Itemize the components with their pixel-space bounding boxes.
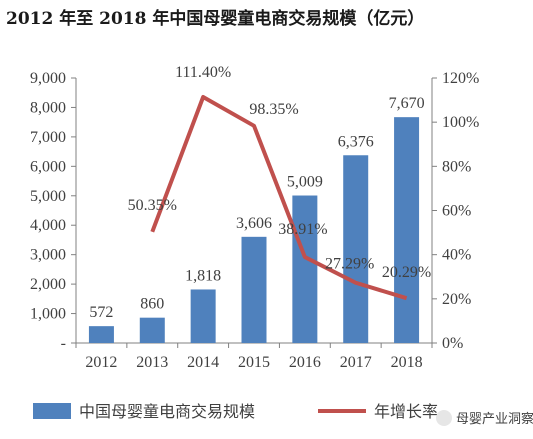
- growth-line: [150, 94, 408, 301]
- left-axis-tick-label: -: [61, 335, 66, 352]
- legend: 中国母婴童电商交易规模 年增长率: [33, 402, 438, 421]
- bar-value-label: 1,818: [185, 267, 221, 284]
- x-axis-tick-label: 2012: [85, 354, 117, 371]
- bar-series: [88, 117, 420, 344]
- right-axis-tick-label: 80%: [442, 158, 471, 175]
- bar: [241, 236, 267, 343]
- right-axis-tick-label: 100%: [442, 114, 479, 131]
- left-axis-tick-label: 2,000: [30, 276, 66, 293]
- left-axis-tick-label: 9,000: [30, 70, 66, 87]
- bar-value-label: 3,606: [236, 215, 272, 232]
- right-axis-tick-label: 20%: [442, 291, 471, 308]
- watermark: 母婴产业洞察: [436, 410, 533, 426]
- data-labels: 572 860 1,818 3,606 5,009 6,376 7,670 50.35% 111…: [89, 64, 431, 321]
- line-value-label: 50.35%: [128, 197, 177, 214]
- right-axis-tick-label: 60%: [442, 203, 471, 220]
- bar: [139, 317, 165, 343]
- bar-value-label: 5,009: [287, 174, 323, 191]
- bar: [190, 289, 216, 343]
- line-value-label: 111.40%: [175, 64, 231, 81]
- x-axis-tick-label: 2018: [391, 354, 423, 371]
- bar-value-label: 572: [89, 304, 113, 321]
- chart-title: 2012 年至 2018 年中国母婴童电商交易规模（亿元）: [6, 9, 425, 29]
- bar-value-label: 6,376: [338, 133, 374, 150]
- bar: [343, 155, 369, 343]
- x-axis-tick-label: 2016: [289, 354, 321, 371]
- left-axis-tick-label: 3,000: [30, 247, 66, 264]
- line-value-label: 27.29%: [325, 256, 374, 273]
- x-axis-tick-label: 2013: [136, 354, 168, 371]
- right-axis-tick-label: 120%: [442, 70, 479, 87]
- bar: [292, 195, 318, 343]
- watermark-text: 母婴产业洞察: [456, 411, 533, 426]
- left-axis-tick-label: 6,000: [30, 158, 66, 175]
- legend-line-label: 年增长率: [374, 403, 438, 421]
- right-axis-tick-label: 40%: [442, 247, 471, 264]
- bar-value-label: 7,670: [389, 95, 425, 112]
- bar: [88, 326, 114, 343]
- left-axis-tick-label: 5,000: [30, 188, 66, 205]
- left-axis-tick-label: 7,000: [30, 129, 66, 146]
- line-value-label: 98.35%: [249, 101, 298, 118]
- bar: [394, 117, 420, 344]
- right-axis-tick-label: 0%: [442, 335, 463, 352]
- growth-line-series: [150, 94, 408, 301]
- left-axis-tick-label: 8,000: [30, 99, 66, 116]
- legend-bar-label: 中国母婴童电商交易规模: [79, 402, 255, 421]
- legend-bar-swatch: [33, 403, 71, 419]
- left-axis-tick-label: 4,000: [30, 217, 66, 234]
- line-value-label: 38.91%: [278, 221, 327, 238]
- x-axis-tick-label: 2014: [187, 354, 219, 371]
- x-axis-tick-label: 2015: [238, 354, 270, 371]
- chart-axes: - 1,000 2,000 3,000 4,000 5,000 6,000 7,000 8,00…: [30, 70, 479, 371]
- left-axis-tick-label: 1,000: [30, 306, 66, 323]
- x-axis-tick-label: 2017: [340, 354, 372, 371]
- line-value-label: 20.29%: [382, 264, 431, 281]
- bar-value-label: 860: [140, 296, 164, 313]
- watermark-logo-icon: [436, 410, 452, 426]
